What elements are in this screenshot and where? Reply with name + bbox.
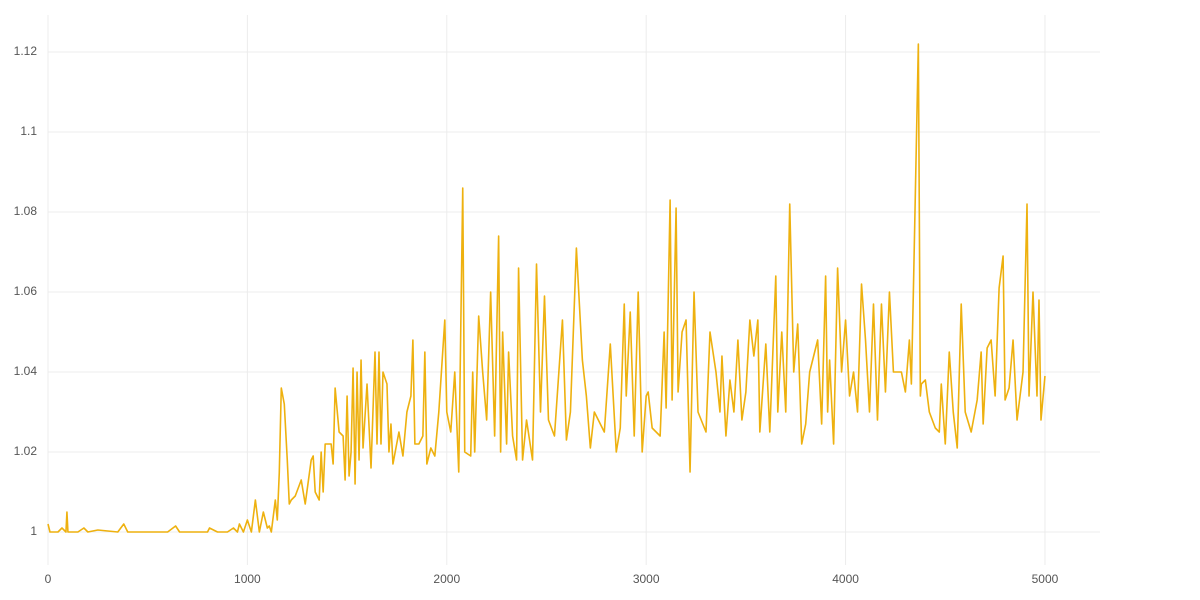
x-tick-label: 1000 (234, 572, 261, 586)
y-tick-label: 1.08 (14, 204, 38, 218)
x-tick-label: 2000 (433, 572, 460, 586)
x-tick-label: 0 (45, 572, 52, 586)
y-tick-label: 1.02 (14, 444, 38, 458)
y-tick-label: 1 (30, 524, 37, 538)
x-tick-label: 3000 (633, 572, 660, 586)
x-tick-label: 4000 (832, 572, 859, 586)
plot-area (47, 43, 1046, 533)
data-line (47, 43, 1046, 533)
y-tick-label: 1.06 (14, 284, 38, 298)
grid (47, 15, 1100, 565)
x-tick-label: 5000 (1032, 572, 1059, 586)
y-tick-label: 1.12 (14, 44, 38, 58)
y-tick-label: 1.04 (14, 364, 38, 378)
y-tick-label: 1.1 (20, 124, 37, 138)
